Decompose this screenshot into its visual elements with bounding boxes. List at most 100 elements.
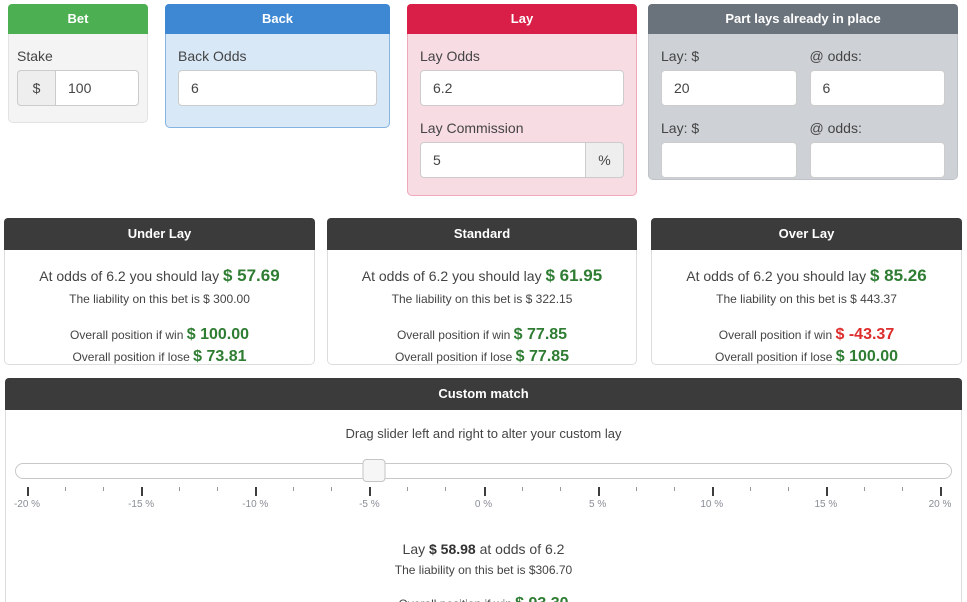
custom-match-header: Custom match — [5, 378, 962, 410]
slider-tick — [635, 487, 637, 491]
custom-lay-prefix: Lay — [402, 541, 426, 557]
win-label: Overall position if win — [396, 328, 511, 342]
lay-panel: Lay Lay Odds Lay Commission % — [407, 4, 637, 196]
custom-win-line: Overall position if win $ 93.30 — [6, 593, 961, 602]
slider-track[interactable] — [15, 463, 952, 479]
slider-tick — [711, 487, 714, 496]
part-lay-amount-input-2[interactable] — [661, 142, 797, 178]
over-lay-panel: Over Lay At odds of 6.2 you should lay $… — [651, 218, 962, 365]
standard-lose-line: Overall position if lose $ 77.85 — [328, 346, 636, 368]
part-lay-amount-label-2: Lay: $ — [661, 120, 700, 136]
slider-tick-label: -15 % — [128, 499, 155, 510]
part-lay-amount-input-1[interactable] — [661, 70, 797, 106]
slider-tick-label: 5 % — [589, 499, 607, 510]
stake-input[interactable] — [55, 70, 139, 106]
slider-tick-label: 0 % — [474, 499, 493, 510]
part-lay-odds-input-2[interactable] — [809, 142, 945, 178]
slider-tick-label: -5 % — [359, 499, 380, 510]
slider-tick — [521, 487, 523, 491]
slider-tick — [369, 487, 372, 496]
win-label: Overall position if win — [69, 328, 184, 342]
lose-label: Overall position if lose — [714, 350, 833, 364]
slider-tick — [217, 487, 219, 491]
under-lay-advice-text: At odds of 6.2 you should lay — [39, 268, 220, 284]
custom-lay-slider: -20 % -15 % -10 % -5 % 0 % 5 % 10 % 15 % 20 % — [14, 459, 952, 529]
custom-lay-suffix: at odds of 6.2 — [479, 541, 565, 557]
slider-tick — [825, 487, 828, 496]
slider-tick-label: -20 % — [13, 499, 41, 510]
win-label: Overall position if win — [718, 328, 833, 342]
slider-tick — [445, 487, 447, 491]
slider-tick-label: 10 % — [700, 499, 724, 510]
part-lays-panel: Part lays already in place Lay: $ @ odds… — [648, 4, 958, 180]
over-lay-win-value: $ -43.37 — [835, 326, 895, 343]
percent-addon: % — [586, 142, 624, 178]
over-lay-advice-amount: $ 85.26 — [869, 266, 927, 285]
part-lay-odds-input-1[interactable] — [809, 70, 945, 106]
slider-tick — [141, 487, 144, 496]
over-lay-header: Over Lay — [651, 218, 962, 250]
custom-match-panel: Custom match Drag slider left and right … — [5, 378, 962, 602]
slider-tick — [749, 487, 751, 491]
under-lay-header: Under Lay — [4, 218, 315, 250]
over-lay-lose-value: $ 100.00 — [835, 348, 898, 365]
over-lay-advice: At odds of 6.2 you should lay $ 85.26 — [652, 266, 961, 286]
under-lay-liability: The liability on this bet is $ 300.00 — [69, 292, 250, 306]
slider-tick — [863, 487, 865, 491]
standard-advice: At odds of 6.2 you should lay $ 61.95 — [328, 266, 636, 286]
part-lay-amount-label-1: Lay: $ — [661, 48, 700, 64]
over-lay-win-line: Overall position if win $ -43.37 — [652, 324, 961, 346]
slider-tick-label: -10 % — [242, 499, 269, 510]
lose-label: Overall position if lose — [394, 350, 513, 364]
part-lay-odds-label-2: @ odds: — [809, 120, 862, 136]
lay-commission-input[interactable] — [420, 142, 586, 178]
slider-tick — [103, 487, 105, 491]
lay-odds-input[interactable] — [420, 70, 624, 106]
standard-panel: Standard At odds of 6.2 you should lay $… — [327, 218, 637, 365]
slider-tick — [65, 487, 67, 491]
part-lay-odds-label-1: @ odds: — [809, 48, 862, 64]
slider-tick — [27, 487, 29, 496]
slider-tick-label: 15 % — [814, 499, 838, 510]
currency-addon: $ — [17, 70, 55, 106]
standard-win-line: Overall position if win $ 77.85 — [328, 324, 636, 346]
slider-tick-label: 20 % — [928, 499, 952, 510]
lay-odds-label: Lay Odds — [420, 48, 480, 64]
standard-advice-text: At odds of 6.2 you should lay — [361, 268, 542, 284]
under-lay-win-line: Overall position if win $ 100.00 — [5, 324, 314, 346]
slider-tick — [255, 487, 258, 496]
standard-liability: The liability on this bet is $ 322.15 — [391, 292, 573, 306]
back-odds-label: Back Odds — [178, 48, 247, 64]
under-lay-advice: At odds of 6.2 you should lay $ 57.69 — [5, 266, 314, 286]
under-lay-panel: Under Lay At odds of 6.2 you should lay … — [4, 218, 315, 365]
slider-tick — [940, 487, 942, 496]
standard-header: Standard — [327, 218, 637, 250]
under-lay-lose-line: Overall position if lose $ 73.81 — [5, 346, 314, 368]
bet-panel: Bet Stake $ — [8, 4, 148, 123]
slider-tick — [901, 487, 903, 491]
back-panel-header: Back — [165, 4, 390, 34]
part-lays-panel-header: Part lays already in place — [648, 4, 958, 34]
custom-lay-line: Lay $ 58.98 at odds of 6.2 — [6, 541, 961, 557]
slider-tick — [407, 487, 409, 491]
slider-tick — [787, 487, 789, 491]
over-lay-lose-line: Overall position if lose $ 100.00 — [652, 346, 961, 368]
slider-tick — [559, 487, 561, 491]
over-lay-liability: The liability on this bet is $ 443.37 — [716, 292, 897, 306]
slider-inner: -20 % -15 % -10 % -5 % 0 % 5 % 10 % 15 % 20 % — [14, 459, 951, 529]
custom-win-value: $ 93.30 — [515, 595, 568, 602]
win-label: Overall position if win — [398, 597, 511, 602]
lose-label: Overall position if lose — [72, 350, 190, 364]
slider-tick — [179, 487, 181, 491]
lay-commission-label: Lay Commission — [420, 120, 524, 136]
slider-tick — [483, 487, 486, 496]
back-panel: Back Back Odds — [165, 4, 390, 128]
back-odds-input[interactable] — [178, 70, 377, 106]
standard-lose-value: $ 77.85 — [515, 348, 570, 365]
slider-handle[interactable] — [362, 459, 386, 482]
slider-tick — [331, 487, 333, 491]
stake-label: Stake — [17, 48, 53, 64]
slider-tick — [293, 487, 295, 491]
under-lay-win-value: $ 100.00 — [186, 326, 249, 343]
